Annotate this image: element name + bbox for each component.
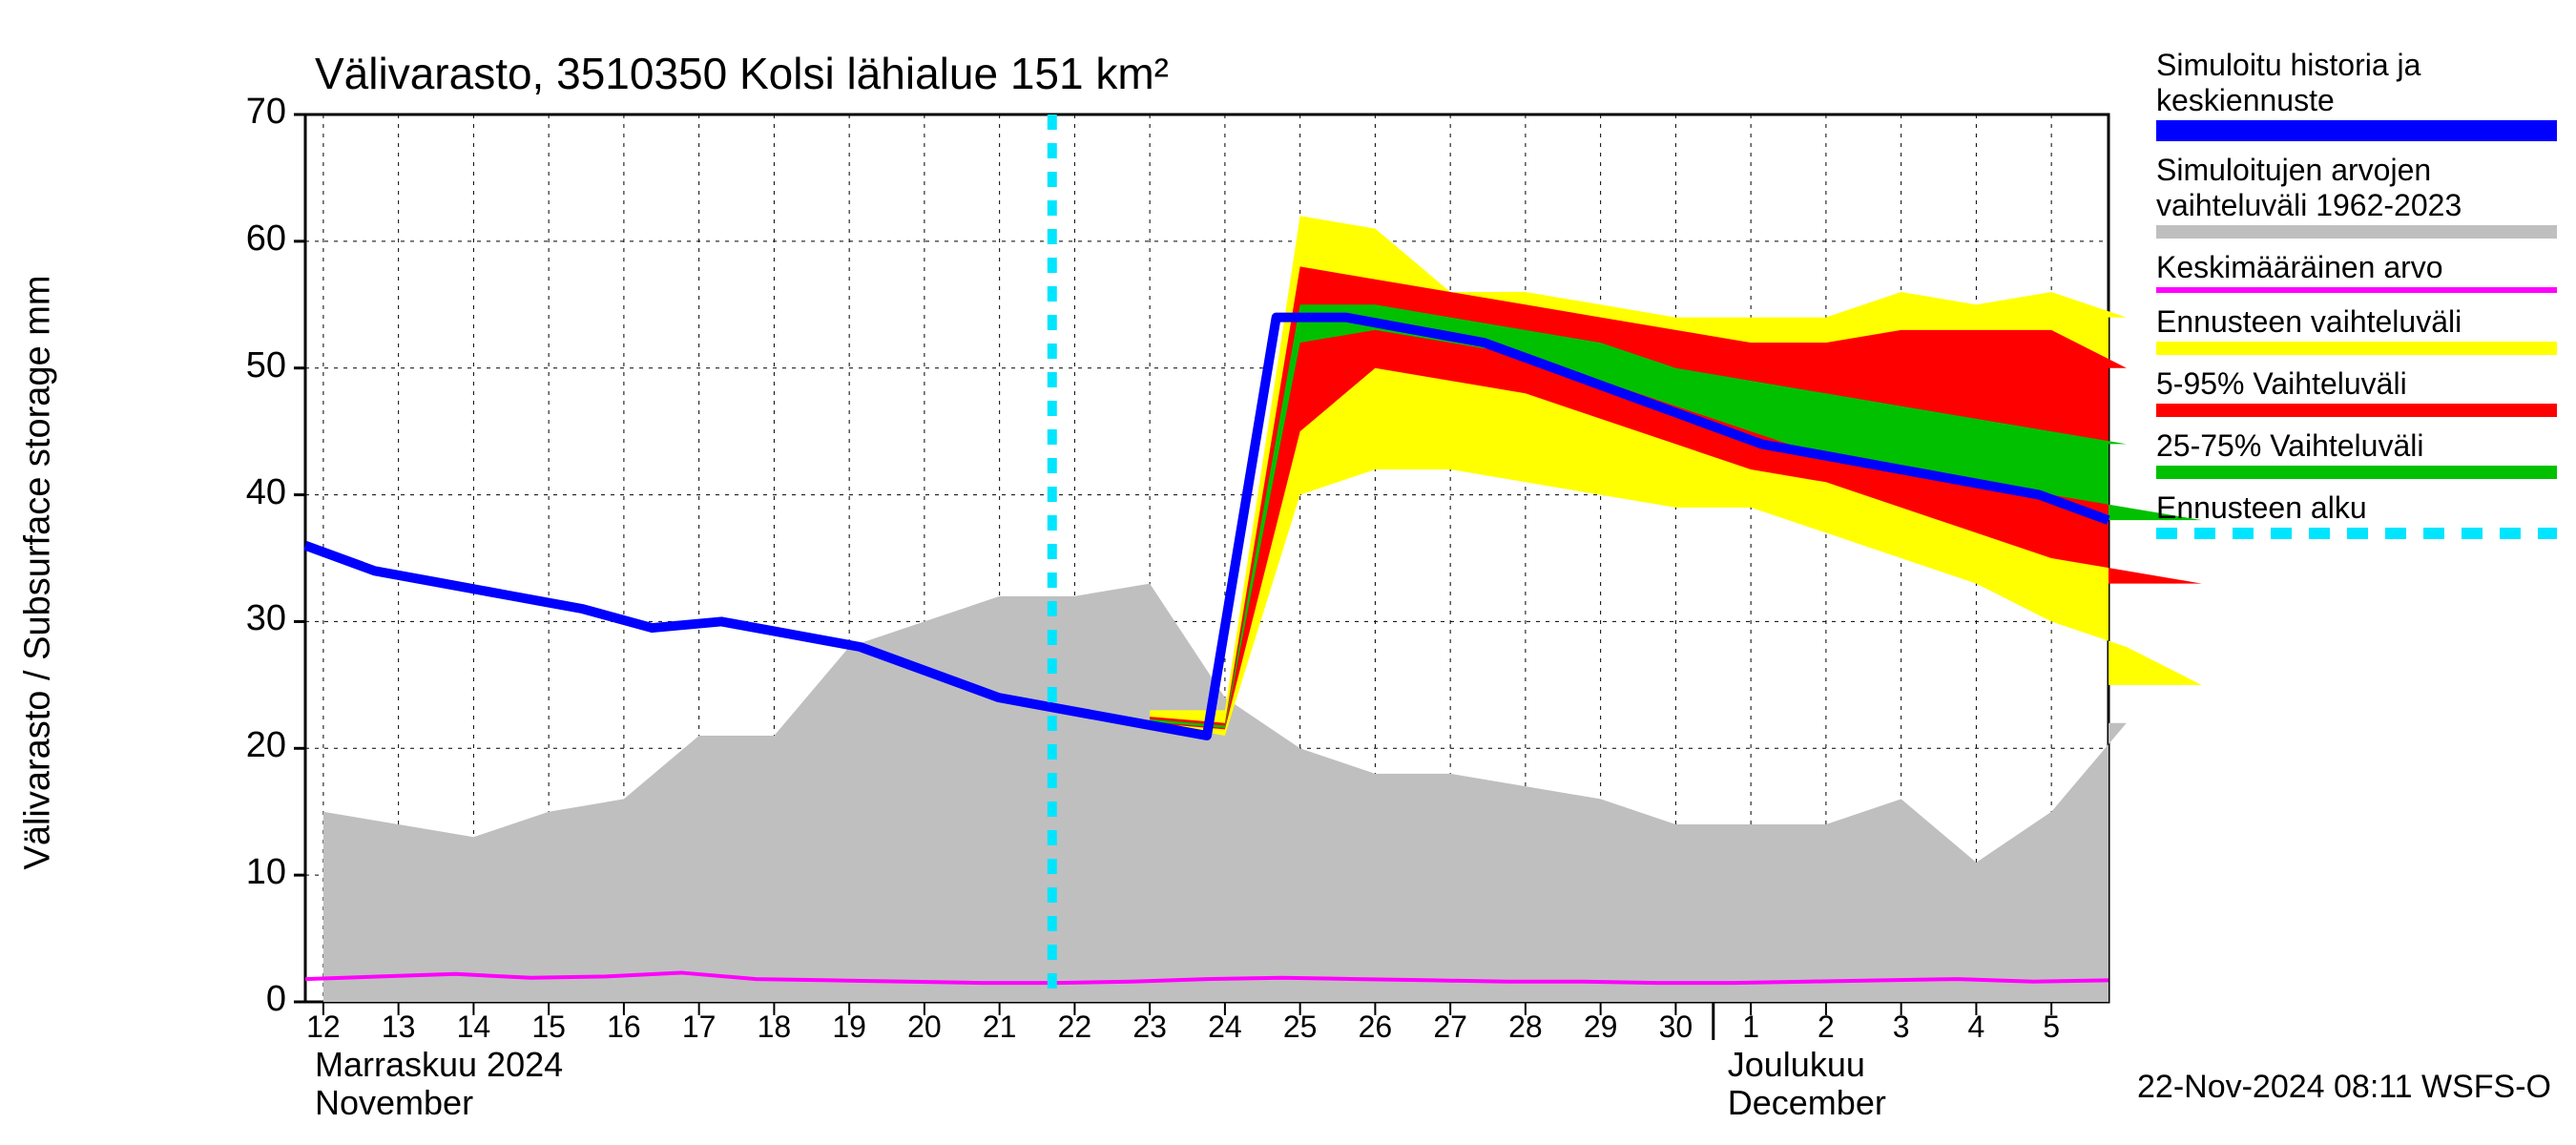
x-tick-label: 1: [1732, 1010, 1770, 1045]
x-tick-label: 26: [1356, 1010, 1394, 1045]
x-tick-label: 12: [304, 1010, 343, 1045]
legend-entry: Simuloitujen arvojen vaihteluväli 1962-2…: [2156, 153, 2576, 239]
legend-swatch: [2156, 120, 2557, 141]
x-tick-label: 5: [2032, 1010, 2070, 1045]
x-tick-label: 13: [380, 1010, 418, 1045]
legend-label: Ennusteen vaihteluväli: [2156, 304, 2576, 340]
x-tick-label: 20: [905, 1010, 944, 1045]
y-tick-label: 0: [219, 979, 286, 1020]
x-tick-label: 25: [1281, 1010, 1319, 1045]
legend-label: Simuloitujen arvojen vaihteluväli 1962-2…: [2156, 153, 2576, 223]
y-tick-label: 40: [219, 472, 286, 513]
legend: Simuloitu historia ja keskiennuste Simulo…: [2156, 48, 2576, 551]
x-tick-label: 30: [1656, 1010, 1694, 1045]
y-tick-label: 70: [219, 92, 286, 133]
legend-label: Ennusteen alku: [2156, 490, 2576, 526]
month-b-line1: Joulukuu: [1728, 1045, 1865, 1085]
month-a-line2: November: [315, 1083, 473, 1123]
x-tick-label: 23: [1131, 1010, 1169, 1045]
legend-swatch: [2156, 342, 2557, 355]
y-tick-label: 50: [219, 345, 286, 386]
month-b-line2: December: [1728, 1083, 1886, 1123]
chart-stage: Välivarasto / Subsurface storage mm Väli…: [0, 0, 2576, 1145]
legend-label: Keskimääräinen arvo: [2156, 250, 2576, 285]
legend-entry: Ennusteen alku: [2156, 490, 2576, 539]
timestamp: 22-Nov-2024 08:11 WSFS-O: [2137, 1069, 2551, 1106]
legend-entry: Ennusteen vaihteluväli: [2156, 304, 2576, 355]
legend-entry: Keskimääräinen arvo: [2156, 250, 2576, 293]
x-tick-label: 19: [830, 1010, 868, 1045]
x-tick-label: 17: [680, 1010, 718, 1045]
legend-entry: 5-95% Vaihteluväli: [2156, 366, 2576, 417]
y-tick-label: 20: [219, 725, 286, 766]
legend-entry: 25-75% Vaihteluväli: [2156, 428, 2576, 479]
x-tick-label: 29: [1582, 1010, 1620, 1045]
legend-label: 25-75% Vaihteluväli: [2156, 428, 2576, 464]
x-tick-label: 24: [1206, 1010, 1244, 1045]
x-tick-label: 2: [1807, 1010, 1845, 1045]
legend-swatch: [2156, 225, 2557, 239]
legend-swatch: [2156, 466, 2557, 479]
legend-entry: Simuloitu historia ja keskiennuste: [2156, 48, 2576, 141]
x-tick-label: 4: [1957, 1010, 1995, 1045]
x-tick-label: 27: [1431, 1010, 1469, 1045]
y-tick-label: 10: [219, 852, 286, 893]
legend-swatch: [2156, 528, 2557, 539]
month-a-line1: Marraskuu 2024: [315, 1045, 563, 1085]
legend-label: Simuloitu historia ja keskiennuste: [2156, 48, 2576, 118]
x-tick-label: 3: [1882, 1010, 1921, 1045]
y-tick-label: 60: [219, 219, 286, 260]
legend-swatch: [2156, 404, 2557, 417]
y-tick-label: 30: [219, 598, 286, 639]
x-tick-label: 28: [1506, 1010, 1545, 1045]
x-tick-label: 22: [1055, 1010, 1093, 1045]
x-tick-label: 15: [530, 1010, 568, 1045]
x-tick-label: 16: [605, 1010, 643, 1045]
legend-label: 5-95% Vaihteluväli: [2156, 366, 2576, 402]
x-tick-label: 18: [755, 1010, 793, 1045]
x-tick-label: 21: [981, 1010, 1019, 1045]
x-tick-label: 14: [454, 1010, 492, 1045]
legend-swatch: [2156, 287, 2557, 293]
